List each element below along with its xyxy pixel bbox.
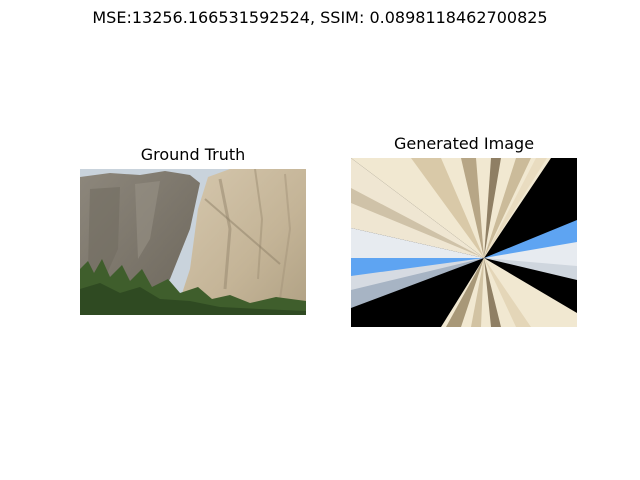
ground-truth-title: Ground Truth [140, 145, 246, 164]
generated-image-title: Generated Image [393, 134, 535, 153]
generated-image [351, 158, 577, 327]
ground-truth-image [80, 169, 306, 315]
figure-title: MSE:13256.166531592524, SSIM: 0.08981184… [92, 8, 548, 27]
